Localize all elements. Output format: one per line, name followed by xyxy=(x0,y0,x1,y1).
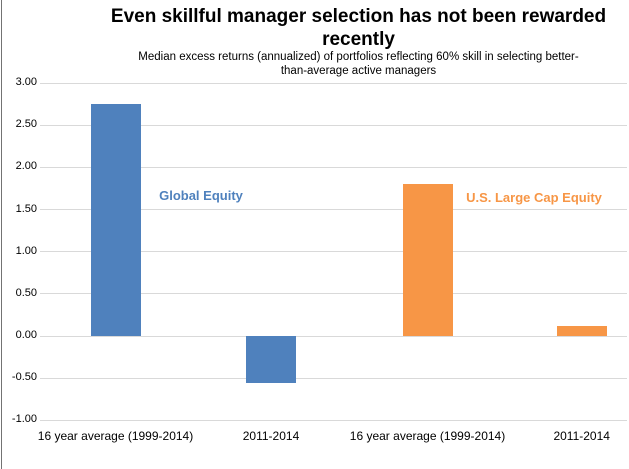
x-axis-category-label: 16 year average (1999-2014) xyxy=(37,429,194,443)
gridline xyxy=(40,82,627,84)
gridline xyxy=(40,419,627,421)
gridline xyxy=(40,166,627,168)
x-axis-category-label: 16 year average (1999-2014) xyxy=(349,429,506,443)
y-axis-tick-label: 1.00 xyxy=(15,244,37,257)
gridline xyxy=(40,209,627,211)
y-axis-tick-label: 1.50 xyxy=(15,202,37,215)
y-axis-tick-label: 0.50 xyxy=(15,286,37,299)
gridline xyxy=(40,251,627,253)
chart-subtitle-line2: than-average active managers xyxy=(280,64,437,77)
x-axis-category-label: 2011-2014 xyxy=(553,429,610,443)
chart-title: Even skillful manager selection has not … xyxy=(88,5,629,51)
gridline xyxy=(40,377,627,379)
chart-title-line1: Even skillful manager selection has not … xyxy=(110,6,607,27)
y-axis-tick-label: 0.00 xyxy=(15,329,37,341)
y-axis-tick-label: 2.00 xyxy=(15,160,37,173)
y-axis-tick-label: 3.00 xyxy=(15,76,37,89)
bar-series1-1 xyxy=(556,325,607,336)
gridline xyxy=(40,335,627,337)
bar-series0-1 xyxy=(246,336,296,384)
chart-subtitle-line1: Median excess returns (annualized) of po… xyxy=(138,51,579,63)
chart-subtitle: Median excess returns (annualized) of po… xyxy=(88,51,629,78)
bar-series1-0 xyxy=(402,184,453,336)
y-axis-tick-label: -1.00 xyxy=(11,413,37,426)
x-axis-category-label: 2011-2014 xyxy=(242,429,300,443)
series-label-us-large-cap-equity: U.S. Large Cap Equity xyxy=(466,190,602,205)
bar-series0-0 xyxy=(90,104,141,336)
series-label-global-equity: Global Equity xyxy=(159,188,243,203)
gridline xyxy=(40,293,627,295)
chart-left-border xyxy=(1,0,2,469)
gridline xyxy=(40,124,627,126)
y-axis-tick-label: -0.50 xyxy=(11,371,37,384)
y-axis-tick-label: 2.50 xyxy=(15,118,37,131)
chart-title-line2: recently xyxy=(322,29,395,50)
